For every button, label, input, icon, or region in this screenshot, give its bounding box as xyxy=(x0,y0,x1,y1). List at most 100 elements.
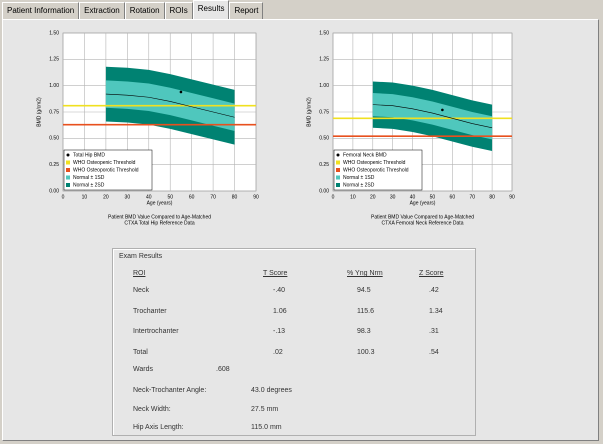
tab[interactable]: Rotation xyxy=(124,2,165,19)
measurement-value: 43.0 degrees xyxy=(251,387,292,394)
legend-swatch xyxy=(336,168,340,172)
x-tick-label: 70 xyxy=(469,194,475,200)
tab[interactable]: Report xyxy=(229,2,264,19)
legend-label: Normal ± 1SD xyxy=(343,175,375,181)
cell-value: 1.34 xyxy=(429,307,443,315)
x-axis-label: Age (years) xyxy=(147,200,173,206)
roi-name: Total xyxy=(133,348,148,356)
chart-caption: CTXA Total Hip Reference Data xyxy=(124,220,194,226)
x-tick-label: 60 xyxy=(450,194,456,200)
cell-value: .02 xyxy=(273,348,283,356)
x-tick-label: 50 xyxy=(430,194,436,200)
column-header: ROI xyxy=(133,270,146,277)
roi-name: Neck xyxy=(133,287,149,294)
cell-value: .31 xyxy=(429,328,439,335)
x-tick-label: 10 xyxy=(350,194,356,200)
y-tick-label: 1.50 xyxy=(319,30,329,36)
roi-name: Intertrochanter xyxy=(133,328,179,335)
measurement-value: 115.0 mm xyxy=(251,424,282,431)
tab[interactable]: Patient Information xyxy=(2,2,80,19)
legend-swatch xyxy=(66,160,70,165)
cell-value: .42 xyxy=(429,287,439,294)
x-tick-label: 30 xyxy=(390,194,396,200)
cell-value: 94.5 xyxy=(357,287,371,294)
mean-line xyxy=(105,93,235,118)
x-tick-label: 40 xyxy=(410,194,416,200)
x-tick-label: 20 xyxy=(103,194,109,200)
x-tick-label: 40 xyxy=(146,194,152,200)
x-tick-label: 70 xyxy=(210,194,216,200)
x-tick-label: 0 xyxy=(332,194,335,200)
results-title: Exam Results xyxy=(119,253,163,260)
patient-point xyxy=(179,90,183,94)
measurement-label: Hip Axis Length: xyxy=(133,424,184,431)
tab[interactable]: ROIs xyxy=(164,2,193,19)
legend-label: WHO Osteoporotic Threshold xyxy=(73,167,139,173)
legend-swatch xyxy=(336,160,340,165)
legend-swatch xyxy=(336,153,340,157)
cell-value: -.40 xyxy=(273,287,286,294)
tab[interactable]: Extraction xyxy=(79,2,125,19)
chart-caption: CTXA Femoral Neck Reference Data xyxy=(382,220,464,226)
legend-box xyxy=(333,149,423,191)
charts: 0.00 0.25 0.50 0.75 1.00 1.25 1.50 0 10 20 30 40 50 6… xyxy=(36,30,515,226)
y-tick-label: 1.00 xyxy=(319,83,329,89)
legend-label: Normal ± 1SD xyxy=(73,175,105,181)
y-tick-label: 0.00 xyxy=(49,188,59,194)
column-header: Z Score xyxy=(419,270,444,277)
cell-value: 1.06 xyxy=(273,307,287,315)
cell-value: .54 xyxy=(429,348,439,356)
y-tick-label: 0.00 xyxy=(319,188,329,194)
column-header: T Score xyxy=(263,270,288,277)
wards-value: .608 xyxy=(216,366,230,373)
roi-name: Trochanter xyxy=(133,307,167,315)
y-tick-label: 0.75 xyxy=(319,109,329,115)
tab-strip: Patient Information Extraction Rotation ROI… xyxy=(2,0,264,19)
wards-label: Wards xyxy=(133,366,153,373)
legend-label: Normal ± 2SD xyxy=(343,182,375,188)
y-tick-label: 1.25 xyxy=(319,57,329,63)
chart-caption: Patient BMD Value Compared to Age-Matche… xyxy=(108,214,211,220)
reference-band xyxy=(372,93,493,140)
measurement-label: Neck Width: xyxy=(133,405,171,413)
tab[interactable]: Results xyxy=(192,0,230,19)
x-axis-label: Age (years) xyxy=(410,200,436,206)
y-tick-label: 1.25 xyxy=(49,57,59,63)
x-tick-label: 80 xyxy=(489,194,495,200)
legend-swatch xyxy=(336,183,340,187)
y-axis-label: BMD (g/cm2) xyxy=(306,97,312,127)
legend-label: Total Hip BMD xyxy=(73,152,105,158)
x-tick-label: 60 xyxy=(189,194,195,200)
legend-label: WHO Osteopenic Threshold xyxy=(343,160,406,166)
column-header: % Yng Nrm xyxy=(347,270,383,277)
y-tick-label: 0.75 xyxy=(49,109,59,115)
y-tick-label: 0.25 xyxy=(49,162,59,168)
x-tick-label: 50 xyxy=(167,194,173,200)
measurement-label: Neck-Trochanter Angle: xyxy=(133,387,207,394)
measurement-value: 27.5 mm xyxy=(251,405,279,413)
x-tick-label: 20 xyxy=(370,194,376,200)
exam-results: Exam Results ROI T Score % Yng Nrm Z Score Ne… xyxy=(112,248,476,436)
legend-label: WHO Osteoporotic Threshold xyxy=(343,167,409,173)
legend-swatch xyxy=(66,183,70,187)
legend-box xyxy=(63,149,153,191)
y-tick-label: 0.50 xyxy=(49,136,59,142)
legend-label: Normal ± 2SD xyxy=(73,182,105,188)
x-tick-label: 10 xyxy=(82,194,88,200)
legend-label: WHO Osteopenic Threshold xyxy=(73,160,136,166)
cell-value: 100.3 xyxy=(357,348,375,356)
y-tick-label: 1.50 xyxy=(49,30,59,36)
y-axis-label: BMD (g/cm2) xyxy=(36,97,42,127)
x-tick-label: 80 xyxy=(232,194,238,200)
mean-line xyxy=(372,104,493,129)
x-tick-label: 0 xyxy=(62,194,65,200)
chart-caption: Patient BMD Value Compared to Age-Matche… xyxy=(371,214,474,220)
y-tick-label: 1.00 xyxy=(49,83,59,89)
cell-value: 115.6 xyxy=(357,307,374,315)
legend-label: Femoral Neck BMD xyxy=(343,152,387,158)
patient-point xyxy=(441,108,444,112)
legend-swatch xyxy=(66,153,70,157)
legend-swatch xyxy=(66,168,70,172)
x-tick-label: 30 xyxy=(125,194,131,200)
